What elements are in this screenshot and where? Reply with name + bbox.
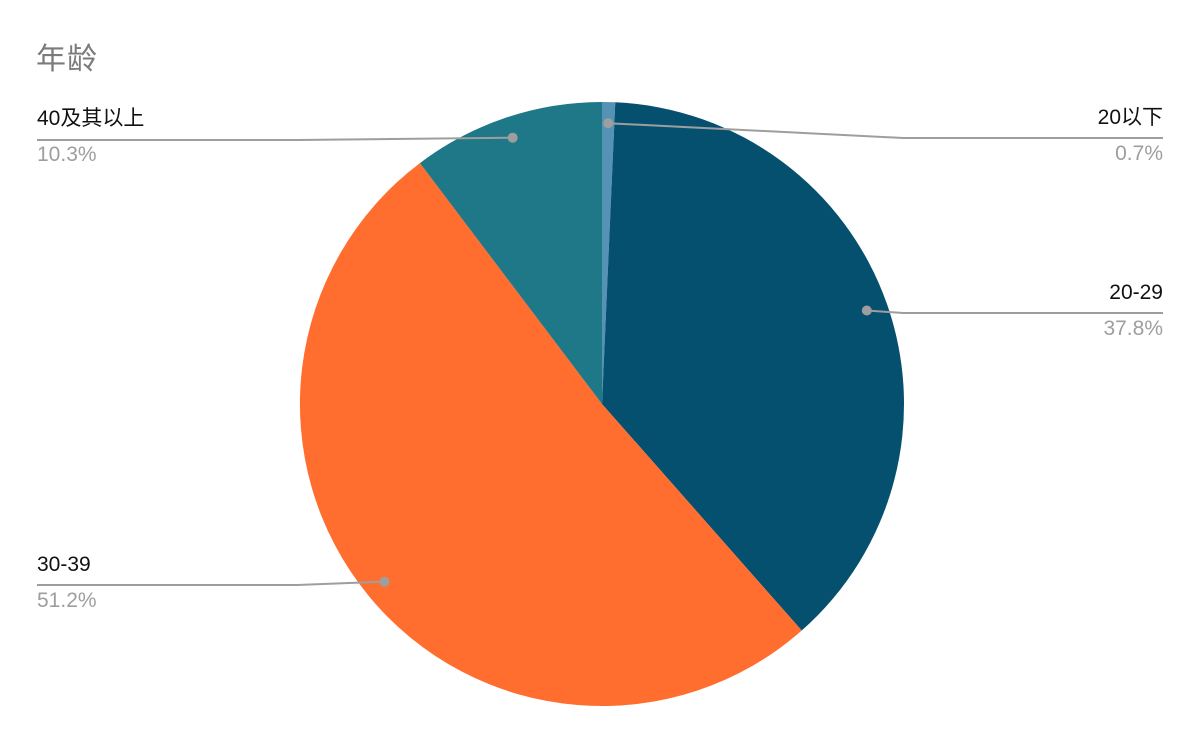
callout-leader-line-2 <box>37 580 385 586</box>
callout-anchor-dot-1 <box>861 305 872 316</box>
pie-slice-1[interactable] <box>602 102 905 631</box>
callout-percent: 10.3% <box>37 143 97 166</box>
callout-leader-line-3 <box>37 136 513 141</box>
callout-label: 20以下 <box>1097 106 1163 129</box>
callout-anchor-dot-3 <box>507 132 518 143</box>
callout-label: 20-29 <box>1109 281 1163 304</box>
callout-leader-line-1 <box>866 309 1163 314</box>
callout-under-20: 20以下 0.7% <box>1098 106 1163 166</box>
callout-label: 30-39 <box>37 553 91 576</box>
pie-slice-2[interactable] <box>299 163 802 707</box>
callout-20-29: 20-29 37.8% <box>1103 281 1163 341</box>
callout-anchor-dot-2 <box>379 576 390 587</box>
pie-slice-0[interactable] <box>602 102 616 404</box>
callout-anchor-dot-0 <box>603 118 614 129</box>
callout-label: 40及其以上 <box>37 107 145 130</box>
callout-percent: 0.7% <box>1115 142 1163 165</box>
callout-percent: 37.8% <box>1103 317 1163 340</box>
pie-slice-3[interactable] <box>419 102 602 404</box>
callout-30-39: 30-39 51.2% <box>37 553 97 613</box>
callout-40-and-above: 40及其以上 10.3% <box>37 107 144 167</box>
pie-slices-group <box>299 102 905 707</box>
callout-percent: 51.2% <box>37 589 97 612</box>
callout-leader-line-0 <box>608 122 1163 139</box>
callout-leader-lines-group <box>37 118 1163 587</box>
chart-title: 年龄 <box>36 43 98 76</box>
